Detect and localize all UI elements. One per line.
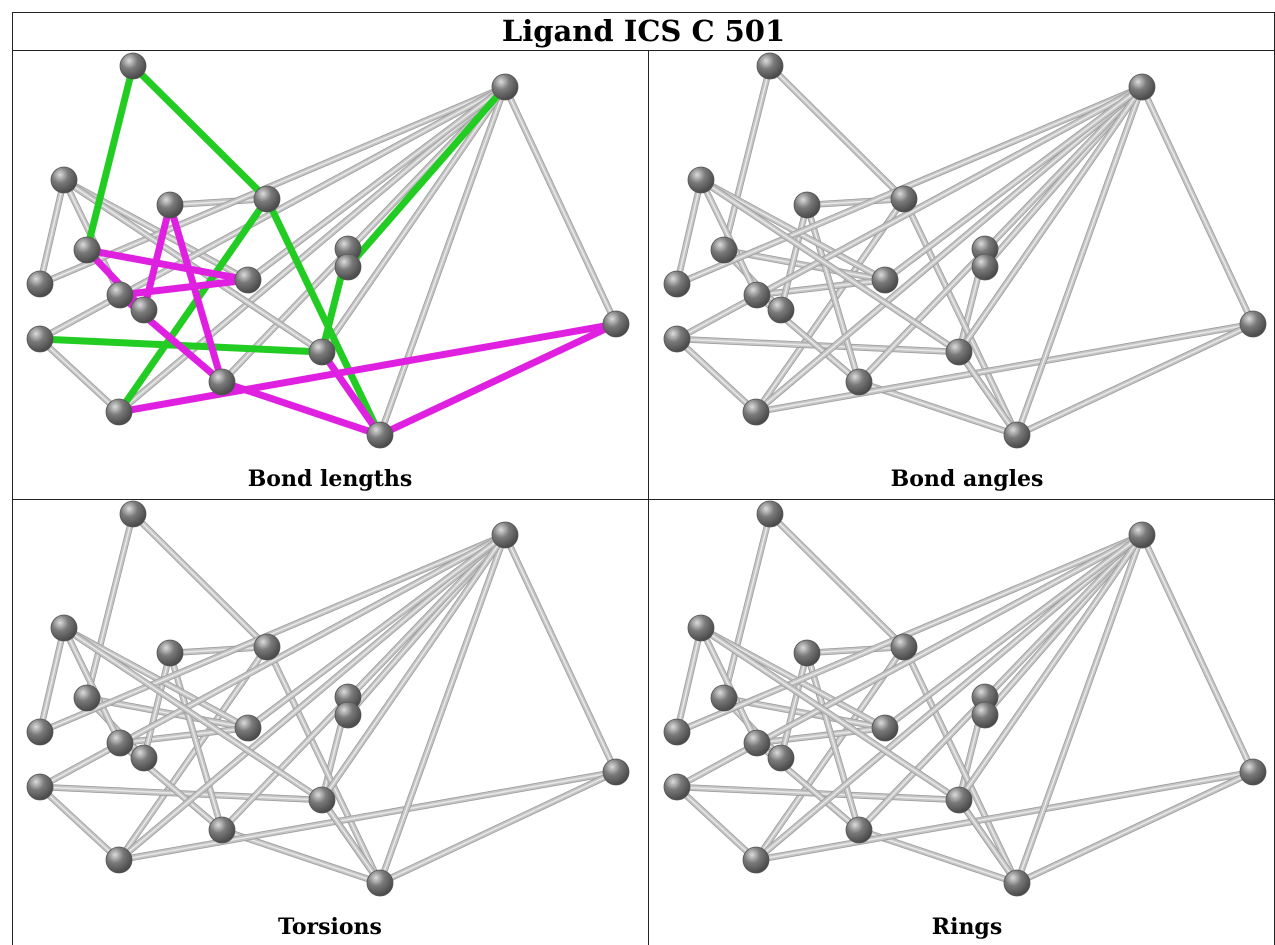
- bond-0-4: [83, 62, 137, 254]
- atom-17: [1239, 310, 1267, 338]
- atom-11: [945, 786, 973, 814]
- panel-rings: Rings: [649, 500, 1275, 945]
- atom-4: [710, 684, 738, 712]
- atom-10: [971, 253, 999, 281]
- panel-torsions: Torsions: [12, 500, 648, 945]
- caption-torsions: Torsions: [278, 914, 382, 940]
- atom-0: [119, 52, 147, 80]
- molecule-bond-angles: [663, 52, 1267, 449]
- atom-8: [871, 266, 899, 294]
- atom-13: [208, 368, 236, 396]
- caption-rings: Rings: [931, 914, 1003, 940]
- bond-17-15: [376, 320, 620, 439]
- atom-14: [742, 398, 770, 426]
- atom-6: [106, 729, 134, 757]
- atom-10: [971, 701, 999, 729]
- bond-7-5: [140, 201, 174, 314]
- atom-11: [308, 338, 336, 366]
- atom-15: [366, 421, 394, 449]
- bond-5-13: [166, 201, 226, 386]
- atom-3: [26, 773, 54, 801]
- atom-1: [50, 166, 78, 194]
- atom-12: [253, 633, 281, 661]
- atom-7: [130, 296, 158, 324]
- column-divider: [648, 51, 649, 945]
- caption-bond-lengths: Bond lengths: [247, 466, 413, 492]
- atom-5: [793, 191, 821, 219]
- atom-2: [26, 270, 54, 298]
- figure-title: Ligand ICS C 501: [12, 12, 1275, 51]
- atom-15: [366, 869, 394, 897]
- atom-3: [663, 325, 691, 353]
- molecule-rings: [663, 500, 1267, 897]
- row-divider: [12, 499, 1275, 500]
- panel-bond-lengths: Bond lengths: [12, 52, 648, 499]
- atom-2: [663, 718, 691, 746]
- atom-6: [743, 281, 771, 309]
- atom-13: [845, 368, 873, 396]
- atom-13: [845, 816, 873, 844]
- atom-7: [767, 744, 795, 772]
- atom-10: [334, 253, 362, 281]
- atom-6: [743, 729, 771, 757]
- molecule-bond-lengths: [26, 52, 630, 449]
- bond-14-17: [115, 320, 620, 416]
- atom-4: [73, 236, 101, 264]
- atom-7: [767, 296, 795, 324]
- bond-0-12: [129, 62, 271, 203]
- atom-2: [26, 718, 54, 746]
- atom-0: [756, 500, 784, 528]
- bond-4-8: [83, 246, 252, 284]
- atom-4: [73, 684, 101, 712]
- atom-17: [1239, 758, 1267, 786]
- atom-5: [156, 191, 184, 219]
- atom-12: [890, 185, 918, 213]
- atom-12: [890, 633, 918, 661]
- atom-5: [156, 639, 184, 667]
- atom-8: [234, 714, 262, 742]
- atom-7: [130, 744, 158, 772]
- bond-11-19: [318, 348, 384, 439]
- atom-1: [687, 166, 715, 194]
- atom-16: [1128, 521, 1156, 549]
- atom-3: [26, 325, 54, 353]
- atom-14: [742, 846, 770, 874]
- atom-0: [119, 500, 147, 528]
- atom-16: [491, 521, 519, 549]
- atom-2: [663, 270, 691, 298]
- atom-17: [602, 758, 630, 786]
- atom-6: [106, 281, 134, 309]
- molecule-torsions: [26, 500, 630, 897]
- atom-16: [1128, 73, 1156, 101]
- atom-5: [793, 639, 821, 667]
- bond-10-18: [344, 83, 509, 271]
- atom-15: [1003, 869, 1031, 897]
- atom-14: [105, 846, 133, 874]
- atom-13: [208, 816, 236, 844]
- bond-12-19: [263, 195, 384, 439]
- atom-8: [871, 714, 899, 742]
- bond-12-14: [115, 195, 271, 416]
- atom-12: [253, 185, 281, 213]
- atom-1: [687, 614, 715, 642]
- atom-15: [1003, 421, 1031, 449]
- bond-6-8: [116, 276, 252, 299]
- panel-bond-angles: Bond angles: [649, 52, 1275, 499]
- atom-3: [663, 773, 691, 801]
- atom-11: [945, 338, 973, 366]
- atom-4: [710, 236, 738, 264]
- atom-17: [602, 310, 630, 338]
- atom-1: [50, 614, 78, 642]
- atom-11: [308, 786, 336, 814]
- atom-8: [234, 266, 262, 294]
- atom-0: [756, 52, 784, 80]
- caption-bond-angles: Bond angles: [890, 466, 1044, 492]
- atom-16: [491, 73, 519, 101]
- atom-14: [105, 398, 133, 426]
- atom-10: [334, 701, 362, 729]
